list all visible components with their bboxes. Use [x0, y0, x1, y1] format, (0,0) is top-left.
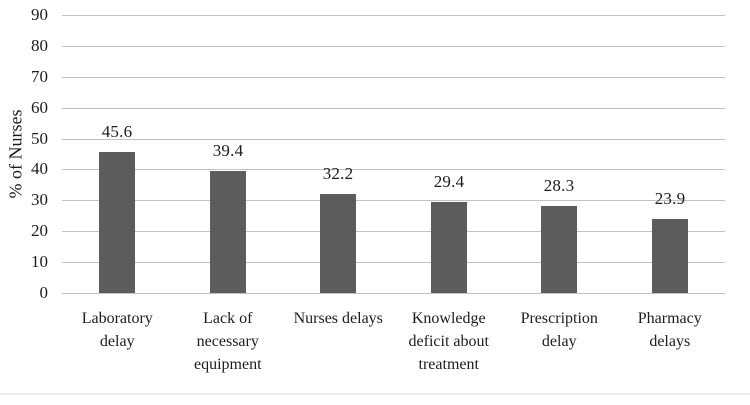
- gridline: [62, 139, 725, 140]
- y-tick-label: 50: [31, 129, 48, 148]
- gridline: [62, 108, 725, 109]
- gridline: [62, 262, 725, 263]
- bar: [541, 206, 577, 293]
- y-tick-label: 10: [31, 252, 48, 271]
- x-category-label: Pharmacy delays: [637, 310, 702, 350]
- bar-value-label: 29.4: [433, 172, 465, 191]
- gridline: [62, 77, 725, 78]
- bar: [99, 152, 135, 293]
- gridline: [62, 231, 725, 232]
- bar: [431, 202, 467, 293]
- figure-bottom-border: [0, 393, 750, 395]
- x-category-label: Lack of necessary equipment: [193, 310, 262, 373]
- gridline: [62, 169, 725, 170]
- x-category-label: Knowledge deficit about treatment: [408, 310, 489, 373]
- bar-value-label: 23.9: [654, 189, 686, 208]
- x-category-label: Laboratory delay: [81, 310, 153, 350]
- gridline: [62, 200, 725, 201]
- y-tick-label: 20: [31, 221, 48, 240]
- x-axis-labels: Laboratory delay Lack of necessary equipm…: [62, 307, 725, 376]
- y-tick-label: 30: [31, 190, 48, 209]
- y-tick-label: 40: [31, 159, 48, 178]
- bar: [320, 194, 356, 293]
- bar: [210, 171, 246, 293]
- y-tick-label: 80: [31, 36, 48, 55]
- bar: [652, 219, 688, 293]
- y-tick-label: 90: [31, 5, 48, 24]
- bar-value-label: 32.2: [322, 164, 354, 183]
- y-tick-label: 60: [31, 98, 48, 117]
- bar-value-label: 28.3: [543, 176, 575, 195]
- bar-value-label: 39.4: [212, 141, 244, 160]
- plot-area: 45.6 39.4 32.2 29.4 28.3 23.9: [62, 15, 725, 294]
- gridline: [62, 293, 725, 294]
- y-tick-label: 70: [31, 67, 48, 86]
- gridline: [62, 15, 725, 16]
- y-axis-title: % of Nurses: [5, 109, 26, 199]
- x-category-label: Nurses delays: [293, 310, 383, 327]
- gridline: [62, 46, 725, 47]
- bar-value-label: 45.6: [101, 122, 133, 141]
- x-category-label: Prescription delay: [520, 310, 598, 350]
- y-tick-label: 0: [39, 283, 49, 302]
